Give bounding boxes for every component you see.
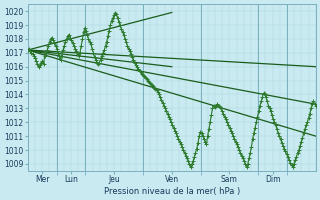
X-axis label: Pression niveau de la mer( hPa ): Pression niveau de la mer( hPa ) [104,187,240,196]
